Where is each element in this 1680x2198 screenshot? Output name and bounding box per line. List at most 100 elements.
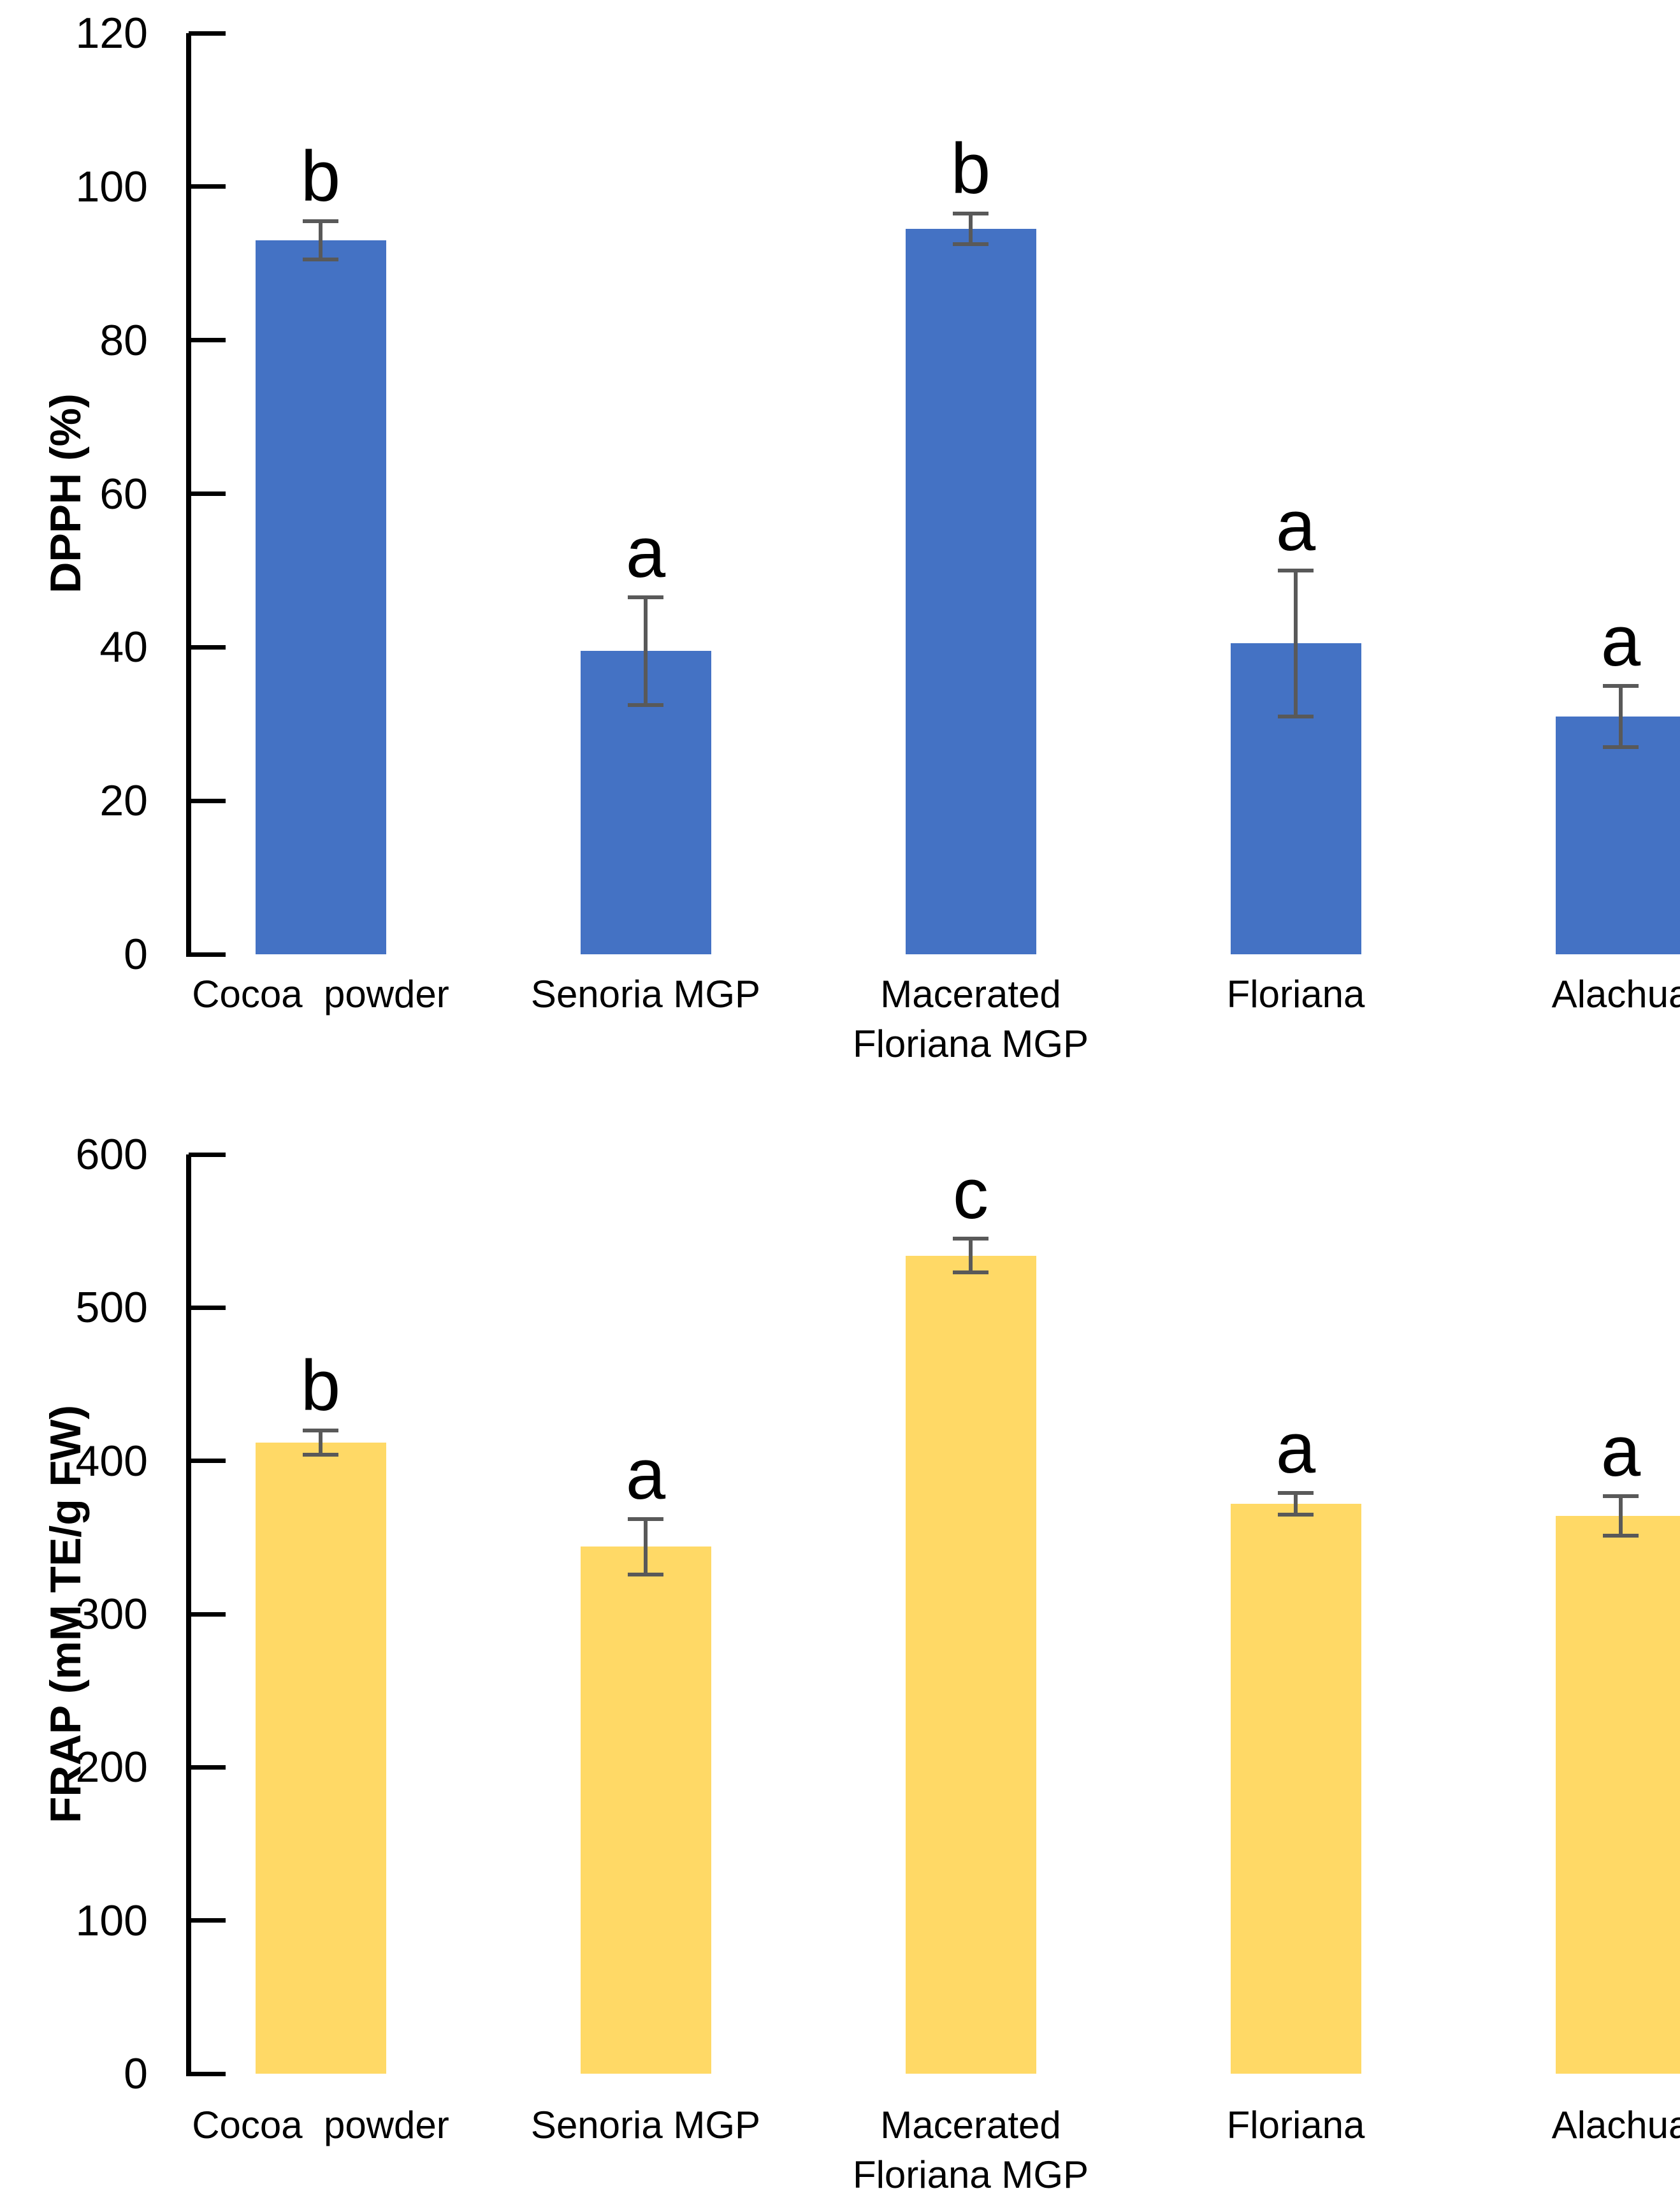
error-bar-macerated-floriana-mgp <box>969 213 973 245</box>
significance-letter-alachua: a <box>1600 1411 1641 1491</box>
category-label-alachua: Alachua <box>1455 2100 1680 2150</box>
error-cap-bottom-senoria-mgp <box>628 702 663 707</box>
category-label-cocoa-powder: Cocoa powder <box>155 2100 486 2150</box>
y-tick-mark <box>189 31 226 36</box>
error-cap-top-floriana <box>1278 1491 1314 1496</box>
y-tick-mark <box>189 1152 226 1157</box>
bar-senoria-mgp <box>580 1547 711 2074</box>
category-label-floriana: Floriana <box>1130 2100 1461 2150</box>
y-tick-label: 0 <box>124 930 148 979</box>
error-bar-cocoa-powder <box>319 1430 322 1455</box>
category-label-line: Alachua <box>1551 973 1680 1015</box>
error-cap-top-cocoa-powder <box>303 1428 338 1432</box>
category-label-line: Floriana MGP <box>852 1023 1089 1065</box>
error-cap-bottom-macerated-floriana-mgp <box>953 242 988 247</box>
bar-macerated-floriana-mgp <box>905 1255 1036 2074</box>
category-label-line: Floriana <box>1226 973 1365 1015</box>
significance-letter-macerated-floriana-mgp: c <box>953 1154 988 1234</box>
bar-floriana <box>1230 1503 1361 2074</box>
error-cap-bottom-alachua <box>1603 745 1639 749</box>
significance-letter-floriana: a <box>1275 485 1316 565</box>
significance-letter-alachua: a <box>1600 600 1641 681</box>
error-cap-top-cocoa-powder <box>303 219 338 224</box>
error-cap-bottom-cocoa-powder <box>303 258 338 262</box>
error-cap-bottom-macerated-floriana-mgp <box>953 1270 988 1275</box>
y-tick-mark <box>189 2071 226 2076</box>
category-label-senoria-mgp: Senoria MGP <box>480 970 811 1019</box>
error-cap-top-macerated-floriana-mgp <box>953 1237 988 1241</box>
y-tick-label: 0 <box>124 2049 148 2098</box>
category-label-line: Senoria MGP <box>530 973 761 1015</box>
y-tick-mark <box>189 644 226 650</box>
error-cap-bottom-alachua <box>1603 1534 1639 1538</box>
error-bar-cocoa-powder <box>319 221 322 260</box>
y-tick-mark <box>189 1612 226 1617</box>
significance-letter-cocoa-powder: b <box>300 136 341 217</box>
error-bar-senoria-mgp <box>644 597 648 705</box>
y-tick-label: 600 <box>75 1130 148 1179</box>
category-label-line: Cocoa powder <box>192 2104 449 2146</box>
error-bar-alachua <box>1619 1496 1623 1536</box>
error-cap-top-senoria-mgp <box>628 1517 663 1521</box>
error-bar-floriana <box>1294 1493 1298 1515</box>
y-tick-mark <box>189 338 226 343</box>
category-label-floriana: Floriana <box>1130 970 1461 1019</box>
bar-cocoa-powder <box>255 1442 386 2074</box>
y-tick-label: 100 <box>75 162 148 211</box>
y-tick-label: 60 <box>99 469 148 518</box>
error-cap-top-macerated-floriana-mgp <box>953 211 988 215</box>
y-tick-mark <box>189 1765 226 1770</box>
category-label-line: Senoria MGP <box>530 2104 761 2146</box>
error-bar-floriana <box>1294 570 1298 717</box>
category-label-alachua: Alachua <box>1455 970 1680 1019</box>
error-cap-top-senoria-mgp <box>628 595 663 600</box>
significance-letter-senoria-mgp: a <box>625 1434 666 1514</box>
y-tick-label: 20 <box>99 776 148 826</box>
y-tick-label: 200 <box>75 1743 148 1792</box>
y-tick-mark <box>189 1918 226 1923</box>
y-tick-mark <box>189 952 226 957</box>
category-label-macerated-floriana-mgp: Macerated Floriana MGP <box>805 970 1136 1069</box>
error-cap-top-floriana <box>1278 568 1314 572</box>
significance-letter-senoria-mgp: a <box>625 513 666 593</box>
bar-alachua <box>1555 716 1680 954</box>
error-bar-alachua <box>1619 685 1623 747</box>
y-tick-label: 100 <box>75 1896 148 1945</box>
significance-letter-macerated-floriana-mgp: b <box>950 128 991 208</box>
category-label-senoria-mgp: Senoria MGP <box>480 2100 811 2150</box>
y-tick-label: 80 <box>99 316 148 365</box>
error-bar-macerated-floriana-mgp <box>969 1239 973 1273</box>
category-label-line: Macerated <box>880 973 1061 1015</box>
category-label-line: Macerated <box>880 2104 1061 2146</box>
error-cap-bottom-cocoa-powder <box>303 1453 338 1457</box>
category-label-line: Floriana MGP <box>852 2153 1089 2196</box>
error-cap-top-alachua <box>1603 1494 1639 1498</box>
error-cap-top-alachua <box>1603 683 1639 688</box>
category-label-line: Alachua <box>1551 2104 1680 2146</box>
error-cap-bottom-floriana <box>1278 1512 1314 1517</box>
category-label-macerated-floriana-mgp: Macerated Floriana MGP <box>805 2100 1136 2198</box>
bar-alachua <box>1555 1516 1680 2074</box>
y-tick-mark <box>189 798 226 803</box>
y-tick-mark <box>189 1459 226 1464</box>
y-tick-label: 40 <box>99 623 148 672</box>
error-cap-bottom-senoria-mgp <box>628 1572 663 1576</box>
error-bar-senoria-mgp <box>644 1518 648 1575</box>
y-tick-mark <box>189 491 226 496</box>
y-tick-label: 120 <box>75 9 148 57</box>
bar-macerated-floriana-mgp <box>905 229 1036 954</box>
y-tick-label: 400 <box>75 1436 148 1485</box>
y-tick-mark <box>189 184 226 189</box>
error-cap-bottom-floriana <box>1278 714 1314 718</box>
y-tick-label: 300 <box>75 1590 148 1638</box>
y-tick-label: 500 <box>75 1283 148 1332</box>
significance-letter-cocoa-powder: b <box>300 1345 341 1425</box>
category-label-line: Floriana <box>1226 2104 1365 2146</box>
category-label-line: Cocoa powder <box>192 973 449 1015</box>
category-label-cocoa-powder: Cocoa powder <box>155 970 486 1019</box>
y-tick-mark <box>189 1305 226 1310</box>
significance-letter-floriana: a <box>1275 1408 1316 1488</box>
